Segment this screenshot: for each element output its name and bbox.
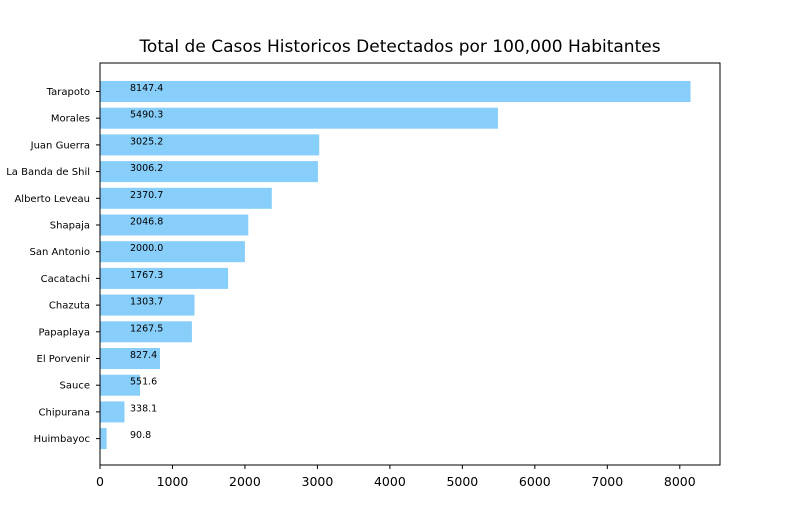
- y-tick-label: Cacatachi: [41, 274, 90, 285]
- bar: [100, 81, 691, 102]
- y-tick-label: Alberto Leveau: [14, 194, 90, 205]
- data-label: 2370.7: [130, 190, 163, 201]
- bar: [100, 294, 195, 316]
- bar: [100, 348, 160, 369]
- data-label: 90.8: [130, 430, 151, 441]
- data-label: 1303.7: [130, 297, 163, 308]
- y-tick-label: San Antonio: [30, 247, 90, 258]
- plot-frame: [99, 62, 721, 466]
- chart-title: Total de Casos Historicos Detectados por…: [138, 37, 660, 57]
- x-axis: 0 1000 2000 3000 4000 5000 6000 7000 8000: [96, 465, 696, 489]
- data-label: 8147.4: [130, 83, 163, 94]
- y-tick-label: Juan Guerra: [30, 140, 90, 151]
- bar: [100, 187, 272, 209]
- x-tick-label: 8000: [664, 474, 696, 489]
- data-label: 3006.2: [130, 163, 163, 174]
- data-label: 3025.2: [130, 136, 163, 147]
- data-labels: 8147.4 5490.3 3025.2 3006.2 2370.7 2046.8 2000…: [130, 83, 163, 441]
- y-tick-label: Huimbayoc: [34, 434, 90, 445]
- x-tick-label: 0: [96, 474, 104, 489]
- bars-group: [100, 81, 691, 450]
- bar: [100, 401, 125, 423]
- bar: [100, 374, 140, 396]
- x-tick-label: 3000: [302, 474, 334, 489]
- data-label: 1767.3: [130, 270, 163, 281]
- y-tick-label: Papaplaya: [39, 327, 90, 338]
- y-tick-label: La Banda de Shil: [6, 167, 90, 178]
- x-tick-label: 5000: [446, 474, 478, 489]
- data-label: 551.6: [130, 377, 157, 388]
- data-label: 1267.5: [130, 323, 163, 334]
- bar: [100, 214, 249, 236]
- x-tick-label: 2000: [229, 474, 261, 489]
- x-tick-label: 4000: [374, 474, 406, 489]
- y-tick-label: Shapaja: [50, 221, 90, 232]
- data-label: 2000.0: [130, 243, 163, 254]
- y-tick-labels: Tarapoto Morales Juan Guerra La Banda de Sh…: [6, 87, 100, 445]
- bar: [100, 107, 498, 129]
- data-label: 5490.3: [130, 110, 163, 121]
- data-label: 827.4: [130, 350, 157, 361]
- x-tick-label: 7000: [591, 474, 623, 489]
- y-tick-label: Chazuta: [49, 301, 90, 312]
- bar: [100, 241, 245, 263]
- y-tick-label: Chipurana: [39, 407, 91, 418]
- bar: [100, 161, 318, 183]
- bar: [100, 428, 107, 450]
- x-tick-label: 6000: [519, 474, 551, 489]
- bar: [100, 267, 229, 289]
- y-tick-label: El Porvenir: [37, 354, 91, 365]
- data-label: 338.1: [130, 403, 157, 414]
- x-tick-label: 1000: [157, 474, 189, 489]
- y-tick-label: Tarapoto: [46, 87, 90, 98]
- y-tick-label: Morales: [51, 114, 90, 125]
- bar: [100, 321, 192, 343]
- bar: [100, 134, 320, 156]
- y-tick-label: Sauce: [60, 381, 90, 392]
- data-label: 2046.8: [130, 217, 163, 228]
